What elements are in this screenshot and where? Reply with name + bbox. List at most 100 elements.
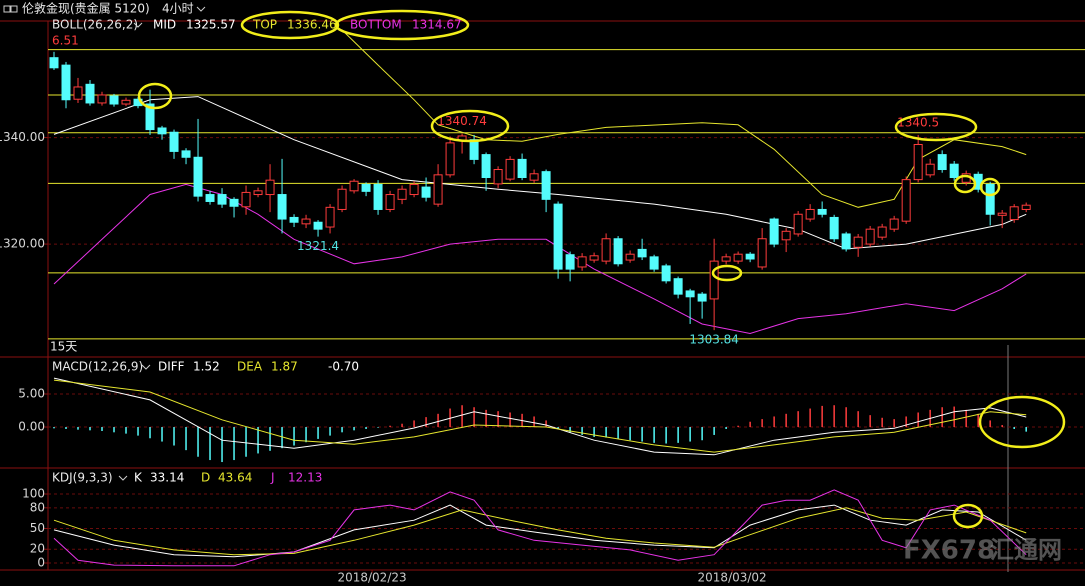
candle-body: [229, 198, 239, 207]
indicator-title[interactable]: KDJ(9,3,3): [52, 471, 113, 485]
candle-body: [433, 174, 443, 205]
indicator-line: [53, 507, 1027, 556]
watermark: FX678: [903, 536, 995, 566]
candle-body: [1021, 204, 1031, 210]
candle-body: [841, 233, 851, 250]
candle-body: [157, 127, 167, 135]
candle-body: [61, 64, 71, 101]
candle-body: [121, 99, 131, 105]
candle-body: [505, 158, 515, 180]
readout-name: D: [201, 471, 210, 485]
candle-body: [685, 290, 695, 298]
candle-body: [901, 179, 911, 222]
candle-body: [313, 221, 323, 230]
x-tick-label: 2018/02/23: [337, 571, 406, 585]
readout-name: J: [270, 471, 275, 485]
top-note: 6.51: [52, 34, 79, 48]
chevron[interactable]: [118, 475, 128, 481]
highlight-circle: [334, 9, 470, 41]
candle-body: [949, 163, 959, 179]
candle-body: [385, 194, 395, 210]
highlight-circle: [978, 395, 1066, 449]
candle-body: [661, 265, 671, 282]
readout-name: K: [134, 471, 143, 485]
candle-body: [481, 154, 491, 179]
y-tick-label: 1320.00: [0, 237, 45, 251]
indicator-line: [53, 489, 1027, 567]
candle-body: [553, 203, 563, 270]
x-tick-label: 2018/03/02: [698, 571, 767, 585]
chevron[interactable]: [141, 364, 151, 370]
candle-body: [805, 208, 815, 220]
y-tick-label: 0.00: [18, 420, 45, 434]
candle-body: [493, 169, 503, 185]
candle-body: [373, 183, 383, 210]
highlight-circle: [953, 174, 977, 194]
highlight-circle: [952, 503, 984, 529]
icon[interactable]: [3, 5, 18, 13]
indicator-title[interactable]: BOLL(26,26,2): [52, 18, 138, 32]
indicator-line: [53, 377, 1027, 456]
readout-value: 33.14: [150, 471, 184, 485]
candle-body: [73, 86, 83, 100]
candle-body: [409, 183, 419, 196]
indicator-title[interactable]: MACD(12,26,9): [52, 360, 143, 374]
readout-value: 1314.67: [412, 18, 462, 32]
candle-body: [301, 218, 311, 225]
y-tick-label: 100: [22, 487, 45, 501]
highlight-circle: [430, 109, 510, 143]
highlights: [137, 9, 1066, 529]
candle-body: [325, 206, 335, 228]
readout-value: 1.87: [271, 360, 298, 374]
candle-body: [565, 254, 575, 270]
candle-body: [865, 228, 875, 245]
candle-body: [541, 171, 551, 200]
candle-body: [913, 143, 923, 181]
candle-body: [445, 142, 455, 176]
instrument: 伦敦金现(贵金属 5120): [22, 1, 150, 16]
candle-body: [925, 163, 935, 176]
candle-body: [757, 238, 767, 268]
candle-body: [577, 256, 587, 268]
candle-body: [361, 183, 371, 192]
highlight-circle: [894, 112, 978, 142]
chevron[interactable]: [133, 22, 143, 28]
candle-body: [241, 191, 251, 208]
candle-body: [997, 212, 1007, 216]
chevron[interactable]: [196, 6, 206, 12]
candle-body: [637, 248, 647, 258]
candle-body: [337, 188, 347, 210]
period[interactable]: 4小时: [162, 2, 194, 16]
highlight-circle: [240, 10, 340, 40]
candle-body: [469, 139, 479, 160]
candle-body: [889, 218, 899, 230]
candle-body: [877, 226, 887, 238]
price-annotation: 1303.84: [689, 333, 739, 347]
candle-body: [529, 173, 539, 181]
price-annotation: 1321.4: [297, 239, 339, 253]
candle-body: [349, 180, 359, 192]
readout-name: TOP: [252, 18, 277, 32]
candle-body: [817, 208, 827, 215]
y-tick-label: 5.00: [18, 387, 45, 401]
candle-body: [49, 57, 59, 69]
candle-body: [85, 83, 95, 104]
highlight-circle: [711, 264, 743, 282]
price-annotation: 1340.74: [437, 114, 487, 128]
toolbar: 伦敦金现(贵金属 5120) 4小时: [3, 1, 206, 16]
highlight-circle: [137, 82, 173, 110]
candle-body: [193, 156, 203, 197]
candle-body: [769, 218, 779, 245]
readout-name: DIFF: [158, 360, 185, 374]
readout-value: 1325.57: [186, 18, 236, 32]
candle-body: [697, 293, 707, 302]
candle-body: [589, 255, 599, 261]
y-tick-label: 1340.00: [0, 130, 45, 144]
indicator-line: [53, 504, 1027, 558]
readout-value: 43.64: [218, 471, 252, 485]
candle-body: [853, 236, 863, 248]
candle-body: [97, 94, 107, 104]
indicator-line: [53, 96, 1027, 250]
